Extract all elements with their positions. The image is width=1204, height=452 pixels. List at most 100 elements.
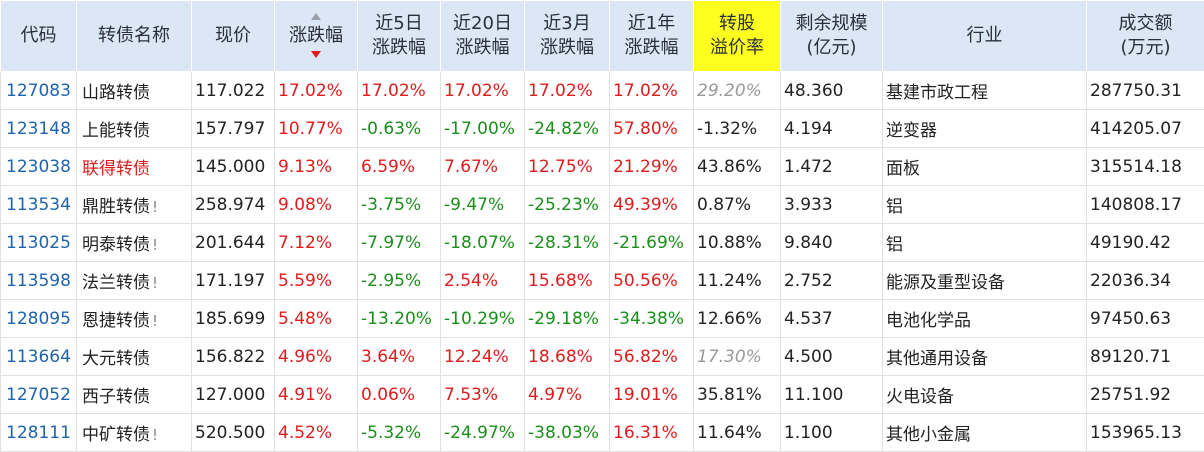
volume-cell: 49190.42 bbox=[1087, 224, 1204, 262]
change-5d-cell: -7.97% bbox=[358, 224, 441, 262]
change-5d-cell: -2.95% bbox=[358, 262, 441, 300]
bond-name[interactable]: 鼎胜转债! bbox=[77, 186, 192, 224]
bond-code-link[interactable]: 113025 bbox=[1, 224, 77, 262]
change-3m-cell: -29.18% bbox=[525, 300, 610, 338]
change-5d-cell: 3.64% bbox=[358, 338, 441, 376]
bond-code-link[interactable]: 128095 bbox=[1, 300, 77, 338]
volume-cell: 89120.71 bbox=[1087, 338, 1204, 376]
header-code[interactable]: 代码 bbox=[1, 1, 77, 72]
bond-code-link[interactable]: 123038 bbox=[1, 148, 77, 186]
header-volume[interactable]: 成交额(万元) bbox=[1087, 1, 1204, 72]
header-remain-line2: (亿元) bbox=[806, 36, 856, 60]
change-3m-cell: -28.31% bbox=[525, 224, 610, 262]
volume-cell: 315514.18 bbox=[1087, 148, 1204, 186]
change-3m-cell: 4.97% bbox=[525, 376, 610, 414]
header-5d-line1: 近5日 bbox=[375, 12, 422, 36]
volume-cell: 153965.13 bbox=[1087, 414, 1204, 452]
header-5d-change[interactable]: 近5日涨跌幅 bbox=[358, 1, 441, 72]
header-change[interactable]: 涨跌幅 bbox=[275, 1, 358, 72]
sort-desc-icon bbox=[311, 51, 321, 58]
bond-code-link[interactable]: 113598 bbox=[1, 262, 77, 300]
bond-code-link[interactable]: 127052 bbox=[1, 376, 77, 414]
change-cell: 4.52% bbox=[275, 414, 358, 452]
table-row: 123148 上能转债 157.797 10.77% -0.63% -17.00… bbox=[1, 110, 1204, 148]
industry-cell: 电池化学品 bbox=[883, 300, 1087, 338]
bond-code-link[interactable]: 113534 bbox=[1, 186, 77, 224]
bond-name-label: 山路转债 bbox=[82, 83, 150, 103]
price-cell: 157.797 bbox=[192, 110, 275, 148]
change-cell: 10.77% bbox=[275, 110, 358, 148]
change-5d-cell: -5.32% bbox=[358, 414, 441, 452]
header-5d-line2: 涨跌幅 bbox=[372, 36, 426, 60]
header-remain-line1: 剩余规模 bbox=[796, 12, 868, 36]
change-3m-cell: -24.82% bbox=[525, 110, 610, 148]
remain-cell: 4.194 bbox=[781, 110, 883, 148]
header-3m-change[interactable]: 近3月涨跌幅 bbox=[525, 1, 610, 72]
header-premium[interactable]: 转股溢价率 bbox=[694, 1, 781, 72]
header-price[interactable]: 现价 bbox=[192, 1, 275, 72]
header-20d-line1: 近20日 bbox=[453, 12, 512, 36]
change-1y-cell: -34.38% bbox=[610, 300, 694, 338]
warning-mark: ! bbox=[152, 426, 158, 444]
bond-name[interactable]: 中矿转债! bbox=[77, 414, 192, 452]
change-20d-cell: -17.00% bbox=[441, 110, 525, 148]
header-premium-line2: 溢价率 bbox=[710, 36, 764, 60]
change-cell: 4.91% bbox=[275, 376, 358, 414]
header-20d-change[interactable]: 近20日涨跌幅 bbox=[441, 1, 525, 72]
bond-name-label: 法兰转债 bbox=[82, 273, 150, 293]
bond-name[interactable]: 上能转债 bbox=[77, 110, 192, 148]
price-cell: 156.822 bbox=[192, 338, 275, 376]
header-1y-line1: 近1年 bbox=[628, 12, 675, 36]
header-industry-label: 行业 bbox=[967, 25, 1003, 46]
bond-name[interactable]: 法兰转债! bbox=[77, 262, 192, 300]
table-row: 128111 中矿转债! 520.500 4.52% -5.32% -24.97… bbox=[1, 414, 1204, 452]
change-20d-cell: 7.67% bbox=[441, 148, 525, 186]
warning-mark: ! bbox=[152, 274, 158, 292]
bond-name[interactable]: 山路转债 bbox=[77, 72, 192, 110]
bond-name-label: 大元转债 bbox=[82, 349, 150, 369]
bond-code-link[interactable]: 128111 bbox=[1, 414, 77, 452]
bond-name[interactable]: 明泰转债! bbox=[77, 224, 192, 262]
volume-cell: 97450.63 bbox=[1087, 300, 1204, 338]
change-3m-cell: 17.02% bbox=[525, 72, 610, 110]
header-remain[interactable]: 剩余规模(亿元) bbox=[781, 1, 883, 72]
header-name[interactable]: 转债名称 bbox=[77, 1, 192, 72]
premium-cell: 17.30% bbox=[694, 338, 781, 376]
industry-cell: 其他小金属 bbox=[883, 414, 1087, 452]
bond-name[interactable]: 恩捷转债! bbox=[77, 300, 192, 338]
change-cell: 9.08% bbox=[275, 186, 358, 224]
header-1y-line2: 涨跌幅 bbox=[625, 36, 679, 60]
bond-name[interactable]: 西子转债 bbox=[77, 376, 192, 414]
bond-name[interactable]: 联得转债 bbox=[77, 148, 192, 186]
bond-code-link[interactable]: 127083 bbox=[1, 72, 77, 110]
change-1y-cell: 19.01% bbox=[610, 376, 694, 414]
header-1y-change[interactable]: 近1年涨跌幅 bbox=[610, 1, 694, 72]
remain-cell: 9.840 bbox=[781, 224, 883, 262]
change-5d-cell: 17.02% bbox=[358, 72, 441, 110]
remain-cell: 4.500 bbox=[781, 338, 883, 376]
sort-asc-icon bbox=[311, 13, 321, 20]
change-cell: 7.12% bbox=[275, 224, 358, 262]
table-row: 123038 联得转债 145.000 9.13% 6.59% 7.67% 12… bbox=[1, 148, 1204, 186]
price-cell: 520.500 bbox=[192, 414, 275, 452]
bond-code-link[interactable]: 123148 bbox=[1, 110, 77, 148]
bond-name[interactable]: 大元转债 bbox=[77, 338, 192, 376]
change-3m-cell: 15.68% bbox=[525, 262, 610, 300]
bond-name-label: 联得转债 bbox=[82, 159, 150, 179]
change-20d-cell: -9.47% bbox=[441, 186, 525, 224]
industry-cell: 基建市政工程 bbox=[883, 72, 1087, 110]
bond-code-link[interactable]: 113664 bbox=[1, 338, 77, 376]
header-volume-line2: (万元) bbox=[1120, 36, 1170, 60]
change-20d-cell: 17.02% bbox=[441, 72, 525, 110]
header-industry[interactable]: 行业 bbox=[883, 1, 1087, 72]
table-row: 128095 恩捷转债! 185.699 5.48% -13.20% -10.2… bbox=[1, 300, 1204, 338]
table-header-row: 代码 转债名称 现价 涨跌幅 近5日涨跌幅 近20日涨跌幅 近3月涨跌幅 近1年… bbox=[1, 1, 1204, 72]
industry-cell: 铝 bbox=[883, 224, 1087, 262]
premium-cell: 11.64% bbox=[694, 414, 781, 452]
change-cell: 17.02% bbox=[275, 72, 358, 110]
premium-cell: 12.66% bbox=[694, 300, 781, 338]
change-1y-cell: -21.69% bbox=[610, 224, 694, 262]
header-price-label: 现价 bbox=[215, 25, 251, 46]
change-3m-cell: -25.23% bbox=[525, 186, 610, 224]
header-change-label: 涨跌幅 bbox=[289, 24, 343, 48]
